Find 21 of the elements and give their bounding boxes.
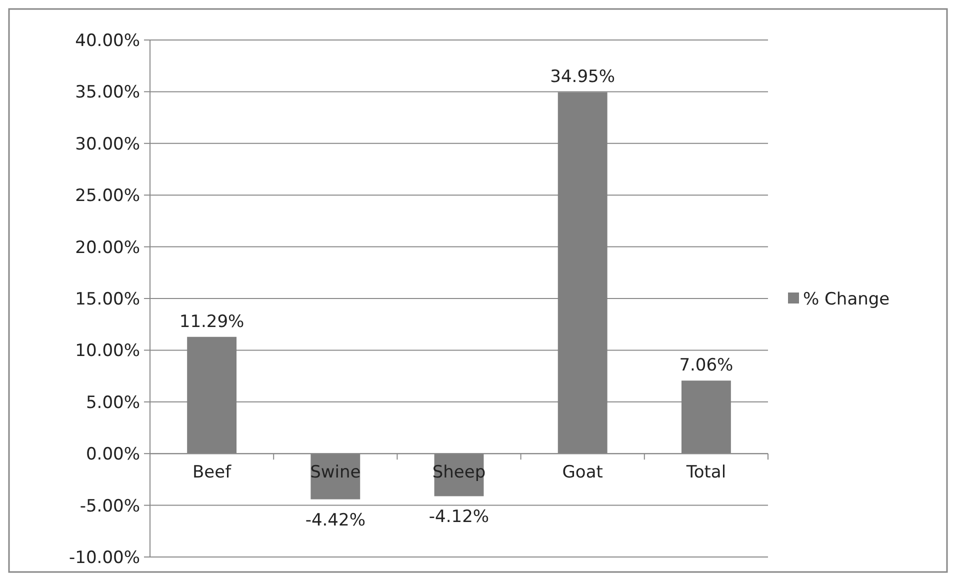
data-label: 34.95% bbox=[550, 67, 616, 88]
y-tick-label: 15.00% bbox=[75, 289, 140, 310]
y-tick-label: 35.00% bbox=[75, 82, 140, 103]
legend-label: % Change bbox=[803, 289, 890, 310]
x-tick-label: Swine bbox=[310, 462, 361, 483]
y-tick-label: 25.00% bbox=[75, 186, 140, 206]
y-tick-label: 5.00% bbox=[86, 392, 140, 413]
x-tick-label: Goat bbox=[562, 462, 604, 483]
data-label: -4.42% bbox=[305, 510, 366, 530]
y-tick-label: -5.00% bbox=[80, 496, 140, 516]
data-label: 11.29% bbox=[179, 312, 244, 332]
x-tick-label: Total bbox=[685, 462, 726, 483]
y-tick-label: 20.00% bbox=[75, 238, 140, 258]
y-tick-label: -10.00% bbox=[69, 548, 140, 568]
y-tick-label: 30.00% bbox=[75, 134, 140, 154]
y-tick-label: 0.00% bbox=[86, 444, 140, 465]
x-tick-label: Beef bbox=[192, 462, 232, 483]
data-label: 7.06% bbox=[679, 356, 734, 376]
y-tick-label: 10.00% bbox=[75, 341, 140, 362]
data-label: -4.12% bbox=[428, 507, 490, 528]
y-tick-label: 40.00% bbox=[75, 30, 140, 51]
